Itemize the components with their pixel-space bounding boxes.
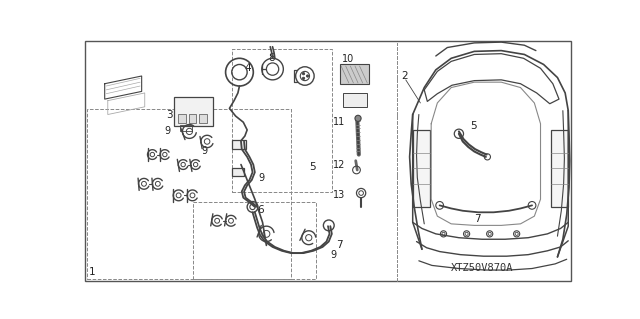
Bar [232,168,244,176]
Bar [174,97,212,126]
Bar [200,114,207,123]
Text: 7: 7 [336,241,342,250]
Bar [180,125,193,131]
Circle shape [355,115,361,122]
Text: 5: 5 [308,162,316,172]
Text: 6: 6 [257,205,264,215]
Bar [232,140,246,149]
Text: 13: 13 [333,190,345,200]
Bar [340,64,369,84]
Bar [178,114,186,123]
Text: 1: 1 [90,267,96,277]
Circle shape [307,75,308,77]
Text: 11: 11 [333,117,345,127]
Text: 9: 9 [259,173,265,183]
Text: XTZ50V870A: XTZ50V870A [451,263,513,273]
Text: 2: 2 [401,71,408,81]
Text: 9: 9 [330,250,337,260]
Bar [344,93,367,107]
Bar [232,49,332,191]
Bar [189,114,196,123]
Text: 7: 7 [474,214,481,224]
Text: 5: 5 [470,121,477,131]
Bar [551,130,568,207]
Text: 9: 9 [201,146,207,156]
Text: 9: 9 [164,126,171,137]
Text: 4: 4 [245,63,252,72]
Text: 12: 12 [333,160,345,170]
Text: 3: 3 [166,109,172,120]
Polygon shape [424,54,559,104]
Text: 10: 10 [342,54,354,64]
Bar [87,109,291,278]
Text: 8: 8 [268,53,275,63]
Bar [413,130,429,207]
Circle shape [302,77,305,79]
Bar [193,202,316,278]
Circle shape [302,72,305,75]
